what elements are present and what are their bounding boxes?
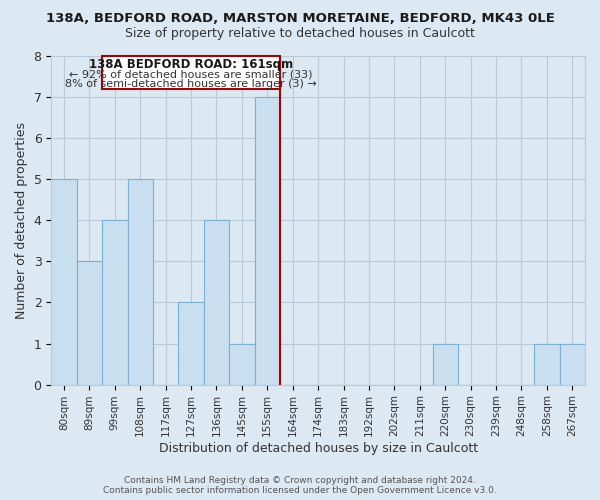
Bar (204, 220, 229, 384)
Text: 138A BEDFORD ROAD: 161sqm: 138A BEDFORD ROAD: 161sqm (89, 58, 293, 70)
FancyBboxPatch shape (102, 56, 280, 89)
Bar (102, 220, 128, 384)
Bar (254, 97, 280, 384)
Text: ← 92% of detached houses are smaller (33): ← 92% of detached houses are smaller (33… (70, 69, 313, 79)
Bar (128, 179, 153, 384)
Text: Size of property relative to detached houses in Caulcott: Size of property relative to detached ho… (125, 28, 475, 40)
Text: Contains public sector information licensed under the Open Government Licence v3: Contains public sector information licen… (103, 486, 497, 495)
Bar (433, 344, 458, 384)
Bar (560, 344, 585, 384)
Bar (51, 179, 77, 384)
Text: 8% of semi-detached houses are larger (3) →: 8% of semi-detached houses are larger (3… (65, 78, 317, 88)
X-axis label: Distribution of detached houses by size in Caulcott: Distribution of detached houses by size … (158, 442, 478, 455)
Bar (534, 344, 560, 384)
Bar (178, 302, 204, 384)
Bar (229, 344, 254, 384)
Bar (77, 262, 102, 384)
Text: Contains HM Land Registry data © Crown copyright and database right 2024.: Contains HM Land Registry data © Crown c… (124, 476, 476, 485)
Text: 138A, BEDFORD ROAD, MARSTON MORETAINE, BEDFORD, MK43 0LE: 138A, BEDFORD ROAD, MARSTON MORETAINE, B… (46, 12, 554, 26)
Y-axis label: Number of detached properties: Number of detached properties (15, 122, 28, 319)
